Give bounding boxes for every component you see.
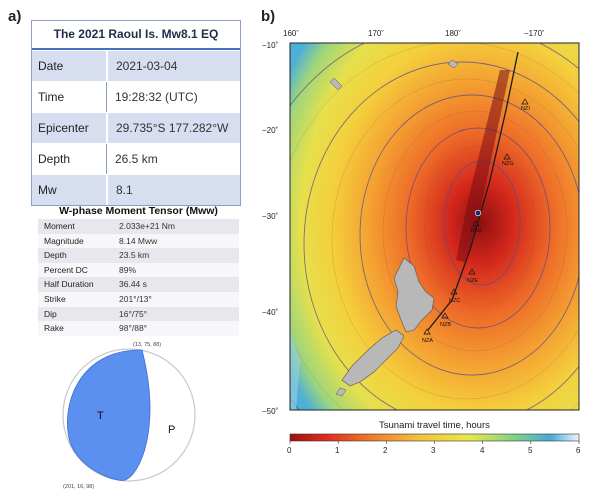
row-key: Mw <box>32 175 108 205</box>
new-caledonia <box>329 77 343 91</box>
station-label: NZG <box>502 161 514 167</box>
beachball-p-label: P <box>168 424 175 436</box>
fiji-islands <box>447 59 459 69</box>
table-row: Percent DC 89% <box>38 262 239 278</box>
colorbar-tick-label: 4 <box>480 446 485 455</box>
row-value: 89% <box>119 264 137 275</box>
table-row: Date 2021-03-04 <box>32 50 240 81</box>
row-key: Rake <box>44 323 64 334</box>
row-key: Depth <box>32 144 107 174</box>
beachball-bottom-label: (201, 16, 98) <box>63 484 95 490</box>
station-label: NZA <box>422 338 433 344</box>
station-label: RNZ <box>471 228 483 234</box>
table-row: Half Duration 36.44 s <box>38 277 239 292</box>
table-row: Dip 16°/75° <box>38 306 239 322</box>
lon-tick-label: −170˚ <box>524 30 545 38</box>
table-row: Magnitude 8.14 Mww <box>38 233 239 249</box>
row-value: 36.44 s <box>119 279 147 290</box>
new-zealand-south-island <box>341 329 405 387</box>
table-row: Depth 26.5 km <box>32 143 240 174</box>
new-zealand-north-island <box>393 257 435 333</box>
station-nzi: NZI <box>521 98 530 112</box>
fine-contours <box>290 43 579 410</box>
rupture-zone <box>456 70 510 262</box>
station-nzb: NZB <box>440 312 451 328</box>
lon-tick-label: 170˚ <box>368 30 384 38</box>
table-row: Rake 98°/88° <box>38 321 239 336</box>
epicenter-marker <box>474 209 482 217</box>
station-rnz: RNZ <box>471 220 483 234</box>
row-value: 19:28:32 (UTC) <box>115 90 198 104</box>
table-row: Strike 201°/13° <box>38 291 239 307</box>
row-key: Time <box>32 82 107 112</box>
lat-tick-label: −40˚ <box>262 308 279 317</box>
wphase-moment-tensor-table: W-phase Moment Tensor (Mww) Moment 2.033e… <box>38 203 239 336</box>
earthquake-info-table: The 2021 Raoul Is. Mw8.1 EQ Date 2021-03… <box>31 20 241 206</box>
row-key: Magnitude <box>44 235 84 246</box>
row-value: 26.5 km <box>115 152 158 166</box>
row-key: Dip <box>44 308 57 319</box>
panel-a-label: a) <box>8 8 22 25</box>
lon-tick-label: 180˚ <box>445 30 461 38</box>
colorbar-tick-label: 5 <box>528 446 533 455</box>
row-value: 98°/88° <box>119 323 148 334</box>
row-value: 2021-03-04 <box>116 59 178 73</box>
row-key: Date <box>32 51 108 81</box>
table-row: Time 19:28:32 (UTC) <box>32 81 240 112</box>
row-value: 16°/75° <box>119 308 148 319</box>
colorbar-tick-label: 6 <box>576 446 581 455</box>
row-value: 2.033e+21 Nm <box>119 221 175 231</box>
station-nza: NZA <box>422 328 433 344</box>
table-row: Mw 8.1 <box>32 174 240 205</box>
map-frame <box>289 42 580 411</box>
table-row: Depth 23.5 km <box>38 248 239 263</box>
lat-tick-label: −10˚ <box>262 41 279 50</box>
map-background <box>290 43 579 410</box>
station-label: NZI <box>521 106 530 112</box>
row-value: 29.735°S 177.282°W <box>116 121 229 135</box>
beachball-compression-region <box>67 349 151 481</box>
row-key: Strike <box>44 293 66 304</box>
colorbar-title: Tsunami travel time, hours <box>379 420 490 431</box>
colorbar-ticks <box>289 441 580 444</box>
table-row: Moment 2.033e+21 Nm <box>38 219 239 234</box>
beachball-t-label: T <box>97 410 104 422</box>
station-label: NZB <box>440 322 451 328</box>
table-row: Epicenter 29.735°S 177.282°W <box>32 112 240 143</box>
lat-tick-label: −50˚ <box>262 407 279 416</box>
lat-tick-label: −20˚ <box>262 126 279 135</box>
station-nzg: NZG <box>502 153 514 167</box>
station-nzc: NZC <box>449 288 460 304</box>
row-key: Percent DC <box>44 264 88 275</box>
wphase-table-title: W-phase Moment Tensor (Mww) <box>59 205 218 217</box>
row-value: 201°/13° <box>119 293 152 304</box>
colorbar-tick-label: 1 <box>335 446 340 455</box>
lat-tick-label: −30˚ <box>262 212 279 221</box>
row-value: 8.1 <box>116 183 133 197</box>
row-value: 23.5 km <box>119 250 150 261</box>
stewart-island <box>335 387 347 397</box>
row-key: Half Duration <box>44 279 94 290</box>
row-key: Epicenter <box>32 113 108 143</box>
beachball-top-label: (13, 75, 88) <box>133 342 162 348</box>
colorbar-tick-label: 3 <box>431 446 436 455</box>
earthquake-table-title: The 2021 Raoul Is. Mw8.1 EQ <box>32 21 240 50</box>
panel-b-label: b) <box>261 8 276 25</box>
station-label: NZE <box>467 278 478 284</box>
row-value: 8.14 Mww <box>119 235 158 246</box>
colorbar-tick-label: 0 <box>287 446 292 455</box>
beachball-diagram: T P <box>62 348 196 482</box>
australia-coast <box>290 330 300 410</box>
row-key: Depth <box>44 250 67 261</box>
station-nze: NZE <box>467 268 478 284</box>
lon-tick-label: 160˚ <box>283 30 299 38</box>
tsunami-travel-time-map: NZI NZG RNZ NZE NZC NZB NZA 160˚ 170˚ <box>262 30 581 455</box>
colorbar <box>289 433 580 442</box>
colorbar-tick-label: 2 <box>383 446 388 455</box>
station-label: NZC <box>449 298 460 304</box>
row-key: Moment <box>44 221 75 231</box>
